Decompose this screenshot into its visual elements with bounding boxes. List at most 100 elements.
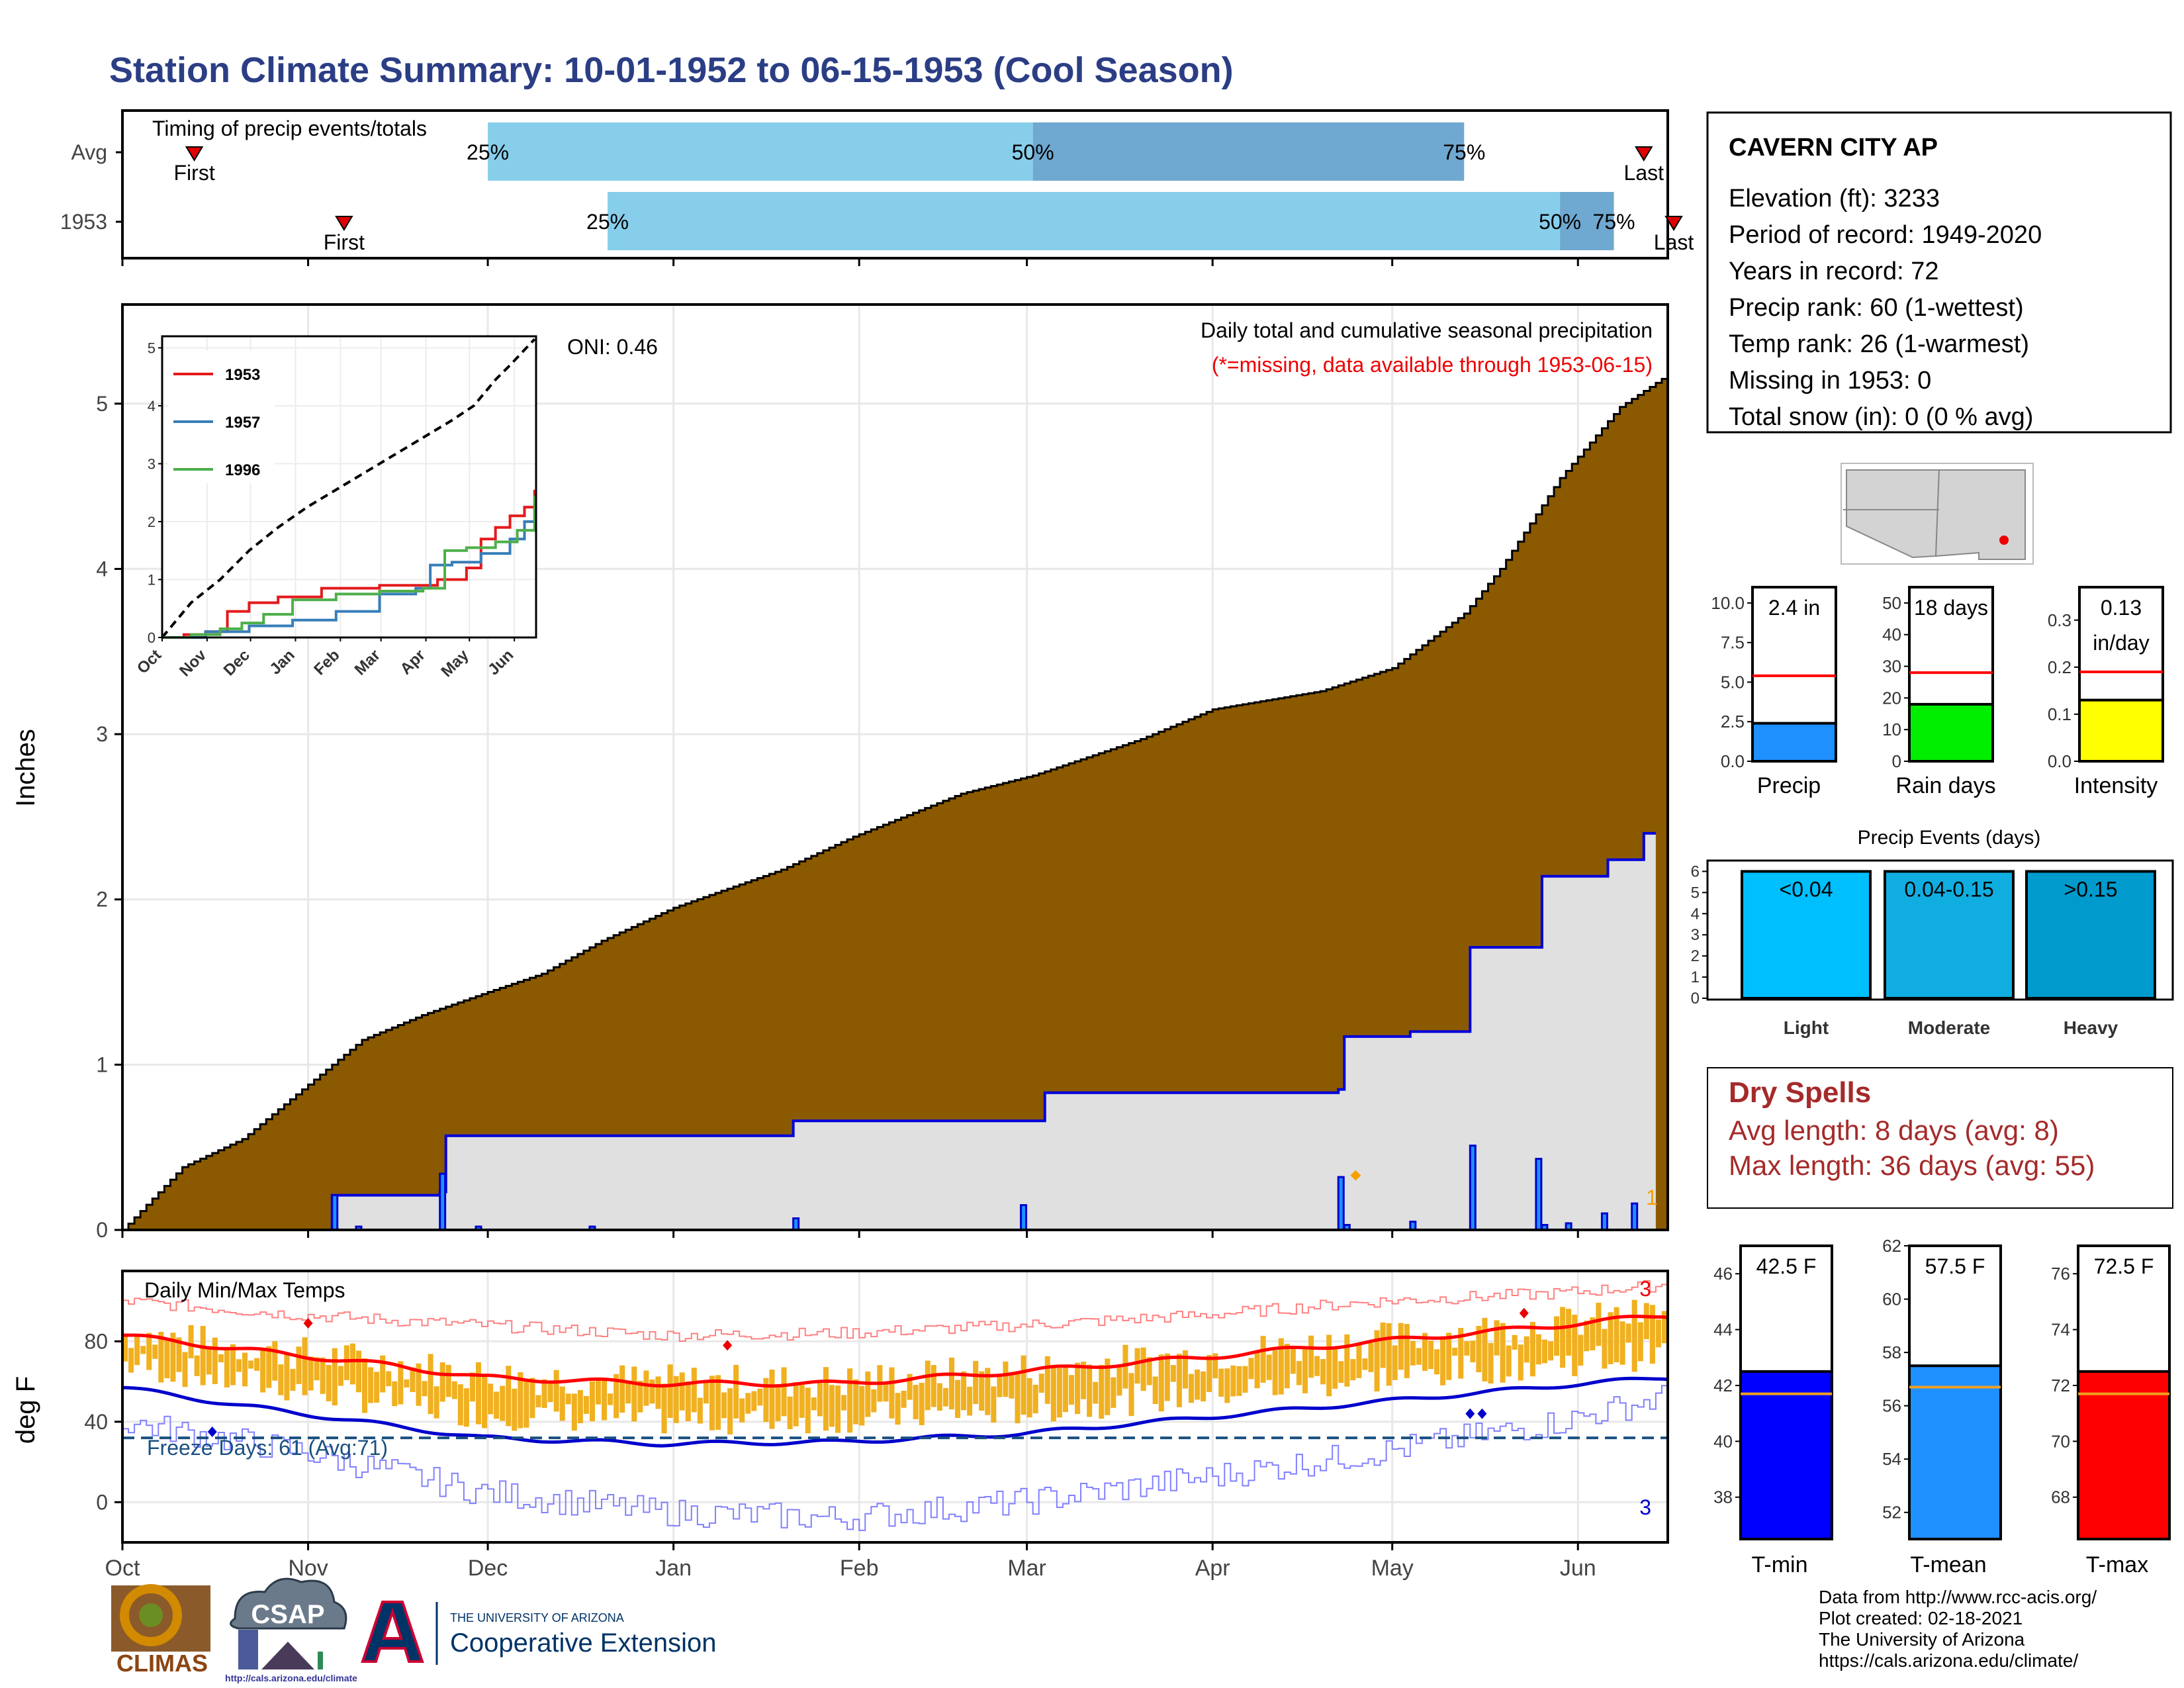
daily-temp-bar (955, 1380, 961, 1418)
record-min-marker (207, 1426, 217, 1437)
daily-temp-bar (1195, 1369, 1201, 1400)
temp-bar-tick-label: 40 (1713, 1431, 1733, 1451)
timing-panel: Timing of precip events/totals Avg 25% 50%… (60, 109, 1694, 266)
timing-p75-label: 75% (1443, 140, 1485, 164)
last-label: Last (1654, 230, 1694, 254)
mini-bar-tick-label: 0.1 (2048, 704, 2071, 724)
daily-temp-bar (595, 1378, 602, 1405)
daily-temp-bar (1428, 1340, 1434, 1370)
temp-bar-tick-label: 46 (1713, 1264, 1733, 1284)
daily-precip-bar (1469, 1145, 1477, 1231)
daily-temp-bar (608, 1393, 614, 1405)
daily-temp-bar (913, 1384, 919, 1420)
daily-temp-bar (224, 1347, 230, 1387)
daily-temp-bar (583, 1395, 589, 1414)
timing-p50-label: 50% (1012, 140, 1054, 164)
daily-temp-bar (1296, 1361, 1302, 1385)
daily-temp-bar (1236, 1366, 1242, 1396)
daily-temp-bar (787, 1396, 793, 1429)
station-info-line: Elevation (ft): 3233 (1729, 185, 1940, 212)
daily-temp-bar (895, 1393, 901, 1425)
mini-bar-value-unit: in/day (2093, 631, 2149, 655)
daily-temp-bar (1350, 1359, 1356, 1381)
daily-temp-bar (1374, 1330, 1380, 1392)
events-title: Precip Events (days) (1858, 827, 2041, 849)
daily-temp-bar (589, 1381, 595, 1422)
precip-y-tick-label: 2 (96, 888, 108, 912)
daily-temp-bar (188, 1325, 194, 1358)
daily-temp-bar (1152, 1376, 1158, 1404)
precip-y-label: Inches (11, 729, 40, 807)
daily-temp-bar (1494, 1320, 1500, 1356)
daily-temp-bar (248, 1360, 254, 1369)
daily-temp-bar (1224, 1368, 1230, 1403)
events-tick-label: 1 (1691, 968, 1700, 986)
record-max-line (122, 1280, 1668, 1342)
daily-temp-bar (260, 1350, 266, 1393)
daily-temp-bar (1260, 1336, 1266, 1383)
temp-bar-tick-label: 44 (1713, 1320, 1733, 1340)
daily-temp-bar (673, 1376, 679, 1423)
timing-label: Timing of precip events/totals (152, 117, 427, 140)
mini-bar-value-label: 2.4 in (1768, 596, 1820, 620)
temp-x-tick-label: Apr (1195, 1556, 1230, 1581)
inset-legend-label: 1957 (225, 414, 260, 432)
daily-temp-bar (973, 1360, 979, 1404)
mini-bar-tick-label: 0.0 (2048, 751, 2071, 771)
daily-temp-bar (1410, 1340, 1416, 1366)
daily-temp-bar (182, 1352, 188, 1387)
daily-temp-bar (1404, 1323, 1410, 1378)
daily-temp-bar (1547, 1341, 1554, 1361)
temp-bar-tick-label: 38 (1713, 1487, 1733, 1507)
daily-temp-bar (577, 1389, 583, 1424)
daily-temp-bar (1590, 1317, 1596, 1350)
daily-temp-bar (1566, 1309, 1572, 1356)
daily-temp-bar (823, 1367, 829, 1431)
daily-temp-bar (176, 1337, 182, 1372)
inset-y-tick-label: 4 (148, 398, 156, 414)
mini-bar-intensity: 0.0 0.1 0.2 0.3 0.13 in/day Intensity (2048, 586, 2164, 798)
mini-bar-tick-label: 7.5 (1721, 633, 1745, 653)
daily-temp-bar (1170, 1365, 1176, 1382)
daily-temp-bar (625, 1382, 631, 1404)
daily-temp-bar (667, 1364, 673, 1418)
first-marker (185, 146, 204, 162)
temp-bar-label: T-max (2086, 1552, 2148, 1577)
daily-temp-bar (602, 1378, 608, 1421)
credit-line: The University of Arizona (1819, 1629, 2025, 1650)
daily-temp-bar (218, 1354, 224, 1362)
event-bar-heavy: >0.15 Heavy (2025, 870, 2156, 1038)
daily-temp-bar (1105, 1358, 1111, 1415)
daily-temp-bar (482, 1376, 488, 1429)
daily-temp-bar (1500, 1323, 1506, 1383)
daily-temp-bar (1446, 1333, 1452, 1380)
daily-temp-bar (1134, 1348, 1140, 1384)
inset-y-tick-label: 3 (148, 456, 156, 473)
daily-temp-bar (985, 1368, 991, 1415)
event-bar-label: Moderate (1908, 1017, 1990, 1038)
daily-temp-bar (1338, 1361, 1344, 1383)
daily-temp-bar (158, 1331, 164, 1383)
mini-bar-tick-label: 0.0 (1721, 751, 1745, 771)
daily-temp-bar (494, 1391, 500, 1419)
daily-temp-bar (829, 1385, 835, 1427)
daily-temp-bar (1434, 1349, 1440, 1375)
record-min-line (122, 1385, 1668, 1531)
daily-temp-bar (349, 1343, 355, 1385)
daily-temp-bar (422, 1381, 428, 1397)
daily-temp-bar (1518, 1344, 1524, 1381)
daily-temp-bar (1087, 1364, 1093, 1417)
daily-temp-bar (991, 1386, 997, 1423)
daily-temp-bar (1524, 1336, 1529, 1363)
daily-temp-bar (1529, 1321, 1535, 1377)
daily-temp-bar (128, 1348, 134, 1373)
csap-text: CSAP (251, 1600, 324, 1629)
events-tick-label: 3 (1691, 926, 1700, 944)
daily-temp-bar (500, 1385, 506, 1421)
mini-bar-value (1908, 702, 1994, 763)
daily-temp-bar (1368, 1342, 1374, 1372)
mini-bar-tick-label: 30 (1882, 657, 1901, 677)
daily-temp-bar (781, 1367, 787, 1417)
inset-y-tick-label: 2 (148, 514, 156, 530)
